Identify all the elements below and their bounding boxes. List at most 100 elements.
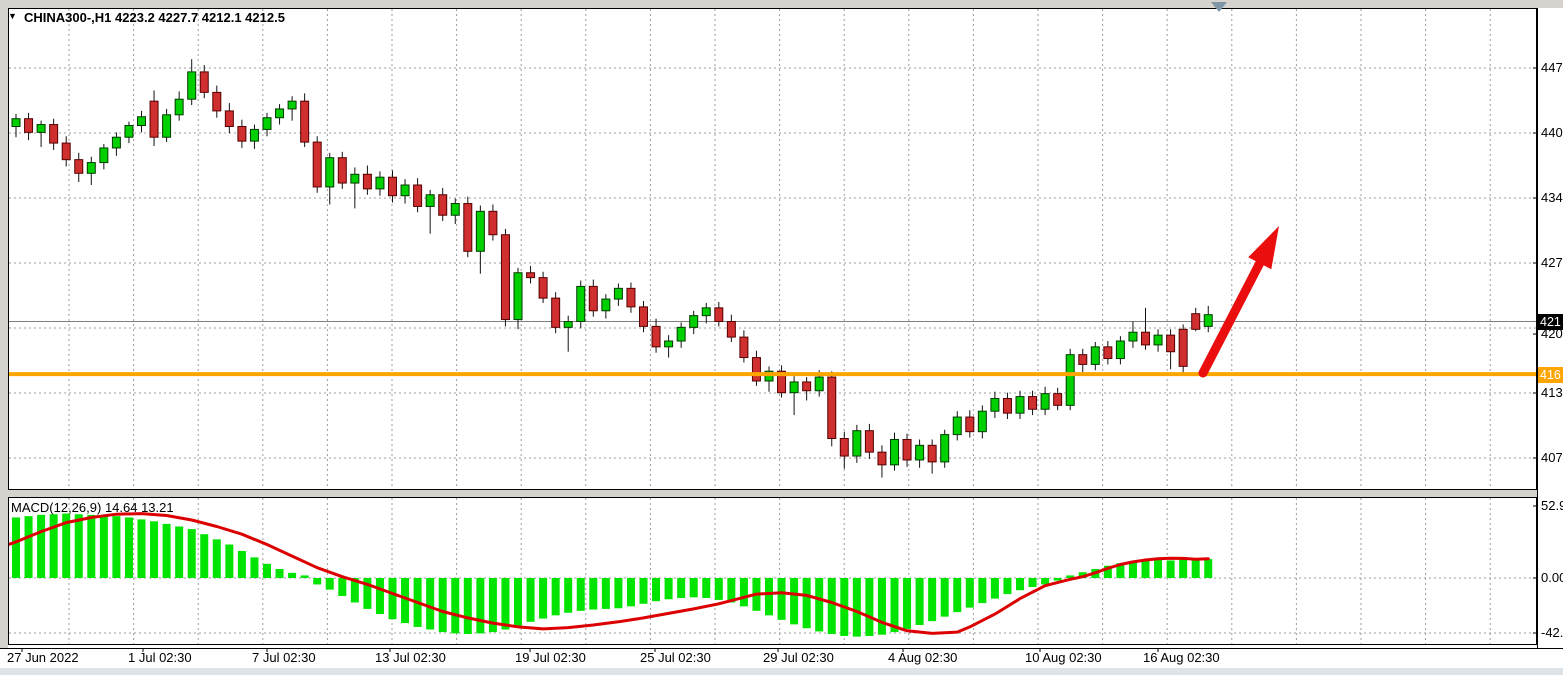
macd-histogram-bar xyxy=(802,578,811,629)
macd-histogram-bar xyxy=(815,578,824,632)
candle-bullish xyxy=(852,430,862,457)
macd-histogram-bar xyxy=(350,578,359,603)
macd-histogram-bar xyxy=(990,578,999,599)
candle-bearish xyxy=(1078,354,1088,365)
candle-bullish xyxy=(137,116,146,127)
candle-bullish xyxy=(124,125,134,138)
macd-histogram-bar xyxy=(112,516,121,578)
macd-histogram-bar xyxy=(1141,559,1150,578)
candle-bearish xyxy=(1028,396,1038,410)
macd-histogram-bar xyxy=(978,578,987,604)
candle-bearish xyxy=(300,100,310,143)
candle-bullish xyxy=(1065,354,1075,406)
macd-histogram-bar xyxy=(476,578,485,634)
macd-histogram-bar xyxy=(714,578,723,600)
candle-bullish xyxy=(1128,331,1138,342)
macd-histogram-bar xyxy=(1179,558,1188,578)
candle-bearish xyxy=(438,194,448,216)
candle-bearish xyxy=(902,438,912,461)
scroll-position-marker-icon xyxy=(1211,2,1227,12)
macd-histogram-bar xyxy=(300,575,309,578)
macd-histogram-bar xyxy=(275,568,284,578)
macd-histogram-bar xyxy=(237,550,246,578)
macd-histogram-bar xyxy=(1028,578,1037,588)
candle-bullish xyxy=(400,184,410,197)
candle-bullish xyxy=(576,285,586,322)
macd-histogram-bar xyxy=(388,578,397,620)
candle-bullish xyxy=(450,203,460,216)
candle-bullish xyxy=(1115,340,1125,360)
macd-histogram-bar xyxy=(514,578,522,626)
candle-bullish xyxy=(789,381,799,394)
candle-bullish xyxy=(701,307,711,317)
candle-bullish xyxy=(425,194,435,207)
candle-bearish xyxy=(839,438,849,457)
candle-bullish xyxy=(676,326,686,342)
trend-arrow-head[interactable] xyxy=(1248,226,1279,270)
candle-bullish xyxy=(601,298,611,312)
macd-histogram-bar xyxy=(526,578,535,622)
candle-bearish xyxy=(149,100,159,138)
macd-histogram-bar xyxy=(739,578,748,607)
bottom-strip xyxy=(0,668,1563,675)
macd-histogram-bar xyxy=(488,578,497,633)
macd-histogram-bar xyxy=(915,578,924,626)
candle-bearish xyxy=(1053,393,1063,406)
candle-bearish xyxy=(588,285,598,312)
candle-bearish xyxy=(74,159,84,174)
macd-histogram-bar xyxy=(288,572,297,578)
macd-panel-border xyxy=(8,497,1537,645)
top-frame-strip xyxy=(0,0,1563,8)
candle-bearish xyxy=(626,287,636,308)
macd-histogram-bar xyxy=(1053,578,1062,581)
macd-histogram-bar xyxy=(263,563,271,578)
macd-histogram-bar xyxy=(62,513,71,578)
macd-histogram-bar xyxy=(99,515,108,578)
trend-arrow-shaft[interactable] xyxy=(1198,253,1267,378)
candle-bearish xyxy=(551,297,561,328)
macd-histogram-bar xyxy=(162,523,171,578)
candle-bearish xyxy=(726,321,736,338)
macd-histogram-bar xyxy=(1041,578,1050,585)
candle-bullish xyxy=(613,287,623,300)
macd-histogram-bar xyxy=(1204,559,1213,578)
macd-histogram-bar xyxy=(777,578,786,620)
macd-histogram-bar xyxy=(940,578,949,617)
candle-bullish xyxy=(99,147,109,164)
macd-histogram-bar xyxy=(539,578,548,619)
macd-histogram-bar xyxy=(87,514,96,578)
macd-histogram-bar xyxy=(1078,572,1087,578)
macd-histogram-bar xyxy=(903,578,912,629)
macd-histogram-bar xyxy=(852,578,861,637)
candle-bearish xyxy=(526,272,536,279)
macd-histogram-bar xyxy=(1154,558,1163,578)
candle-bearish xyxy=(1103,346,1113,360)
macd-histogram-bar xyxy=(702,578,711,598)
macd-histogram-bar xyxy=(626,578,635,607)
macd-histogram-bar xyxy=(727,578,736,603)
candle-bearish xyxy=(212,91,222,112)
candle-bearish xyxy=(388,176,397,197)
macd-histogram-bar xyxy=(426,578,435,630)
candle-bearish xyxy=(1191,313,1201,330)
candle-bearish xyxy=(413,184,423,207)
candle-bullish xyxy=(664,340,674,348)
candle-bullish xyxy=(1040,393,1050,410)
candle-bullish xyxy=(977,410,987,433)
macd-histogram-bar xyxy=(1016,578,1024,591)
ohlc-dropdown-icon[interactable]: ▼ xyxy=(8,11,17,21)
panel-separator[interactable] xyxy=(8,490,1537,497)
candle-bullish xyxy=(162,114,172,138)
macd-histogram-bar xyxy=(375,578,384,615)
macd-histogram-bar xyxy=(1116,563,1125,578)
candle-bearish xyxy=(61,142,71,161)
macd-histogram-bar xyxy=(338,578,347,597)
macd-histogram-bar xyxy=(124,517,133,578)
candle-bearish xyxy=(1178,328,1188,367)
macd-histogram-bar xyxy=(865,578,874,636)
macd-histogram-bar xyxy=(37,514,46,578)
macd-histogram-bar xyxy=(765,578,773,616)
left-frame-strip xyxy=(0,0,8,648)
